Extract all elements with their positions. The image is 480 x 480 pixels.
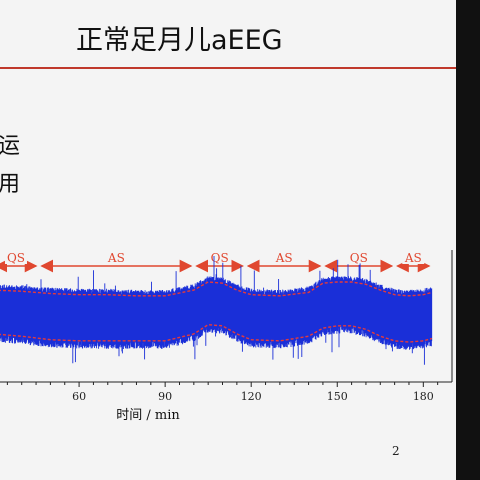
sleep-stage-annotations: QS AS QS AS QS AS	[0, 251, 431, 273]
x-tick-label: 180	[413, 390, 434, 403]
stage-label-4: QS	[350, 251, 368, 265]
body-text-fragment-1: 运	[0, 134, 21, 159]
slide-title: 正常足月儿aEEG	[76, 25, 283, 56]
x-tick-label: 60	[72, 390, 86, 403]
page-number: 2	[392, 444, 400, 458]
stage-label-bg-1	[105, 252, 128, 264]
body-text-fragment-2: 用	[0, 172, 21, 197]
stage-label-5: AS	[404, 251, 422, 265]
lower-margin-line	[0, 323, 433, 343]
x-tick-label: 150	[327, 390, 348, 403]
stage-label-bg-4	[347, 252, 370, 264]
eeg-activity-band	[0, 256, 433, 365]
x-tick-label: 90	[158, 390, 172, 403]
title-divider	[0, 67, 456, 69]
upper-margin-line	[0, 281, 433, 297]
x-axis: 60 90 120 150 180 时间 / min	[0, 250, 453, 423]
stage-label-0: QS	[7, 251, 25, 265]
stage-label-2: QS	[211, 251, 229, 265]
stage-label-3: AS	[275, 251, 293, 265]
stage-label-bg-0	[4, 252, 27, 264]
aeeg-chart: QS AS QS AS QS AS 60 90 120 150 180 时间 / min	[0, 250, 453, 423]
slide: 正常足月儿aEEG 运 用 QS AS QS AS QS AS 60 90 120 150 180…	[0, 25, 456, 458]
margin-lines	[0, 281, 433, 343]
stage-label-1: AS	[107, 251, 125, 265]
x-tick-label: 120	[241, 390, 262, 403]
stage-label-bg-5	[402, 252, 425, 264]
x-axis-label: 时间 / min	[116, 408, 180, 423]
stage-label-bg-3	[273, 252, 296, 264]
eeg-trace	[0, 256, 433, 365]
window-edge	[456, 0, 480, 480]
